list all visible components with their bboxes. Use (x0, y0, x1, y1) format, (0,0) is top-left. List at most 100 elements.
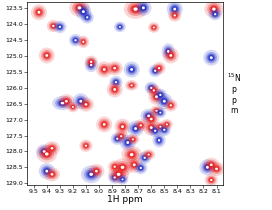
Ellipse shape (149, 86, 154, 90)
Ellipse shape (79, 37, 88, 46)
Ellipse shape (51, 24, 56, 28)
Ellipse shape (88, 164, 104, 178)
Ellipse shape (115, 161, 130, 174)
Ellipse shape (75, 96, 86, 107)
Ellipse shape (36, 144, 52, 159)
Ellipse shape (78, 98, 84, 104)
Ellipse shape (135, 0, 152, 16)
Ellipse shape (153, 62, 166, 74)
Ellipse shape (154, 130, 156, 132)
Ellipse shape (159, 112, 161, 114)
Ellipse shape (119, 164, 126, 171)
Ellipse shape (157, 124, 163, 129)
Ellipse shape (154, 121, 166, 132)
Ellipse shape (78, 97, 94, 112)
Ellipse shape (154, 135, 164, 145)
Ellipse shape (38, 146, 50, 156)
Ellipse shape (207, 3, 221, 16)
Ellipse shape (52, 25, 54, 27)
Ellipse shape (98, 119, 110, 130)
Ellipse shape (85, 58, 98, 72)
Ellipse shape (136, 121, 146, 130)
Ellipse shape (51, 173, 53, 176)
Ellipse shape (126, 150, 137, 159)
Ellipse shape (167, 51, 175, 59)
Ellipse shape (141, 155, 148, 161)
Ellipse shape (112, 164, 117, 169)
Ellipse shape (142, 6, 145, 9)
Ellipse shape (46, 169, 58, 179)
Ellipse shape (124, 148, 139, 161)
Ellipse shape (215, 168, 218, 170)
Ellipse shape (118, 176, 127, 183)
Ellipse shape (115, 171, 122, 177)
Ellipse shape (74, 3, 85, 12)
Ellipse shape (108, 171, 121, 184)
Ellipse shape (156, 109, 165, 117)
Ellipse shape (86, 57, 96, 66)
Ellipse shape (154, 70, 156, 72)
Ellipse shape (39, 47, 55, 63)
Ellipse shape (139, 4, 147, 12)
Ellipse shape (82, 10, 85, 13)
Ellipse shape (95, 170, 98, 172)
Ellipse shape (150, 126, 160, 135)
Ellipse shape (155, 110, 158, 112)
Ellipse shape (120, 135, 122, 137)
Ellipse shape (126, 157, 142, 173)
Ellipse shape (150, 24, 158, 31)
Ellipse shape (140, 167, 142, 169)
Ellipse shape (163, 46, 173, 57)
Ellipse shape (117, 173, 120, 176)
Ellipse shape (212, 8, 216, 11)
Ellipse shape (81, 9, 86, 14)
Ellipse shape (117, 174, 128, 185)
Ellipse shape (130, 161, 138, 169)
Ellipse shape (165, 122, 169, 126)
Ellipse shape (138, 166, 143, 170)
Ellipse shape (121, 166, 124, 169)
Ellipse shape (121, 146, 142, 164)
Ellipse shape (164, 122, 170, 127)
Ellipse shape (115, 81, 117, 83)
Ellipse shape (158, 124, 171, 136)
Ellipse shape (162, 128, 167, 132)
Ellipse shape (140, 124, 142, 126)
Ellipse shape (111, 78, 121, 87)
Ellipse shape (98, 64, 110, 75)
Ellipse shape (149, 86, 159, 95)
Ellipse shape (40, 148, 48, 155)
Ellipse shape (144, 151, 153, 158)
Ellipse shape (129, 83, 134, 87)
Ellipse shape (90, 61, 92, 63)
Ellipse shape (158, 93, 163, 97)
Ellipse shape (111, 133, 124, 145)
Ellipse shape (49, 146, 55, 151)
Ellipse shape (207, 176, 216, 184)
Ellipse shape (115, 130, 128, 142)
Ellipse shape (212, 11, 218, 17)
Ellipse shape (72, 1, 87, 14)
Ellipse shape (170, 11, 180, 20)
Ellipse shape (88, 59, 94, 65)
Ellipse shape (168, 102, 174, 109)
Ellipse shape (100, 120, 108, 129)
Ellipse shape (79, 100, 82, 103)
Ellipse shape (83, 102, 89, 107)
Ellipse shape (109, 84, 120, 95)
Ellipse shape (161, 127, 168, 133)
Ellipse shape (153, 129, 157, 133)
Ellipse shape (204, 0, 223, 18)
Ellipse shape (206, 160, 217, 170)
Ellipse shape (71, 36, 80, 45)
Ellipse shape (161, 98, 167, 104)
Ellipse shape (124, 139, 132, 147)
Ellipse shape (203, 163, 211, 171)
Ellipse shape (130, 153, 134, 156)
Ellipse shape (208, 55, 214, 60)
Ellipse shape (168, 53, 174, 58)
Ellipse shape (208, 177, 215, 183)
Ellipse shape (154, 64, 164, 73)
Ellipse shape (134, 119, 147, 132)
Ellipse shape (89, 62, 94, 68)
